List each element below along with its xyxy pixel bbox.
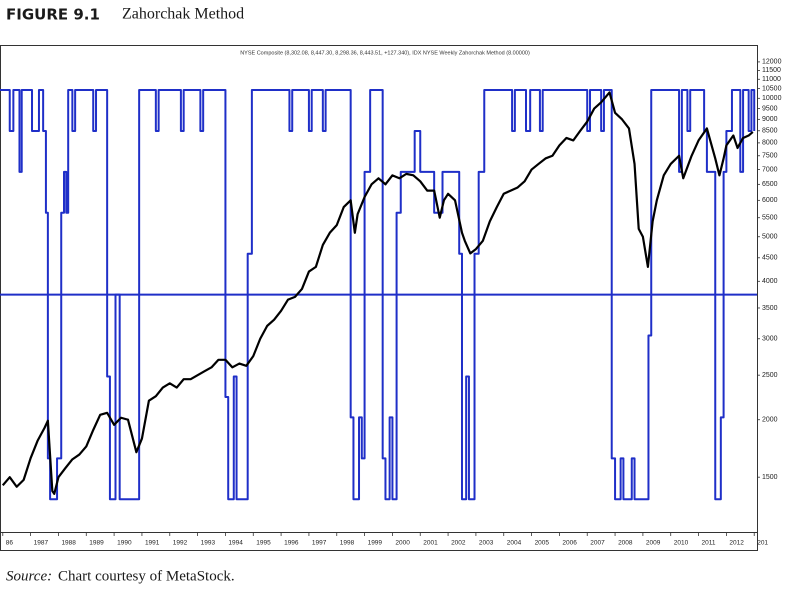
x-tick-label: 2008 — [618, 540, 633, 547]
y-tick-label: 5000 — [762, 234, 778, 241]
plot-area — [0, 89, 757, 501]
y-tick-label: 6000 — [762, 197, 778, 204]
x-tick-label: 2005 — [535, 540, 550, 547]
source-text: Chart courtesy of MetaStock. — [58, 568, 235, 584]
x-tick-label: 1992 — [173, 540, 188, 547]
y-tick-label: 2000 — [762, 417, 778, 424]
y-tick-label: 8000 — [762, 140, 778, 147]
y-tick-label: 12000 — [762, 59, 782, 66]
x-tick-label: 2009 — [646, 540, 661, 547]
y-tick-label: 9500 — [762, 105, 778, 112]
y-tick-label: 7500 — [762, 153, 778, 160]
series-line — [1, 91, 754, 495]
x-tick-label: 1999 — [368, 540, 383, 547]
x-tick-label: 1990 — [117, 540, 132, 547]
y-tick-label: 8500 — [762, 128, 778, 135]
chart-title: Zahorchak Method — [122, 6, 244, 23]
x-tick-label: 1988 — [61, 540, 76, 547]
y-tick-label: 1500 — [762, 474, 778, 481]
x-tick-label: 201 — [757, 540, 768, 547]
y-tick-label: 7000 — [762, 166, 778, 173]
y-tick-label: 9000 — [762, 116, 778, 123]
x-tick-label: 1996 — [284, 540, 299, 547]
y-tick-label: 11000 — [762, 76, 781, 83]
x-tick-label: 1989 — [89, 540, 104, 547]
y-tick-label: 4000 — [762, 278, 778, 285]
y-tick-label: 6500 — [762, 181, 778, 188]
y-tick-label: 10500 — [762, 85, 782, 92]
x-tick-label: 2000 — [395, 540, 410, 547]
figure-label: FIGURE 9.1 — [6, 6, 100, 24]
y-tick-label: 2500 — [762, 372, 778, 379]
x-tick-label: 2011 — [702, 540, 716, 547]
y-tick-label: 11500 — [762, 67, 781, 74]
x-tick-label: 2012 — [729, 540, 744, 547]
x-tick-label: 1994 — [228, 540, 243, 547]
y-tick-label: 3500 — [762, 305, 778, 312]
x-tick-label: 2004 — [507, 540, 522, 547]
x-tick-label: 1997 — [312, 540, 327, 547]
y-tick-label: 3000 — [762, 336, 778, 343]
series-line — [0, 89, 756, 501]
x-tick-label: 1995 — [256, 540, 271, 547]
x-tick-label: 2006 — [562, 540, 577, 547]
y-tick-label: 5500 — [762, 215, 778, 222]
x-tick-label: 86 — [6, 540, 14, 547]
plot-frame — [0, 45, 758, 551]
x-tick-label: 1987 — [34, 540, 49, 547]
source-label: Source: — [6, 568, 52, 584]
chart-subtitle: NYSE Composite (8,302.08, 8,447.30, 8,29… — [240, 50, 530, 56]
y-tick-label: 4500 — [762, 255, 778, 262]
y-tick-label: 10000 — [762, 95, 782, 102]
x-tick-label: 2010 — [674, 540, 689, 547]
x-tick-label: 2003 — [479, 540, 494, 547]
x-tick-label: 1998 — [340, 540, 355, 547]
x-tick-label: 2001 — [423, 540, 438, 547]
x-tick-label: 1993 — [201, 540, 216, 547]
x-tick-label: 1991 — [145, 540, 160, 547]
x-tick-label: 2007 — [590, 540, 605, 547]
x-tick-label: 2002 — [451, 540, 466, 547]
